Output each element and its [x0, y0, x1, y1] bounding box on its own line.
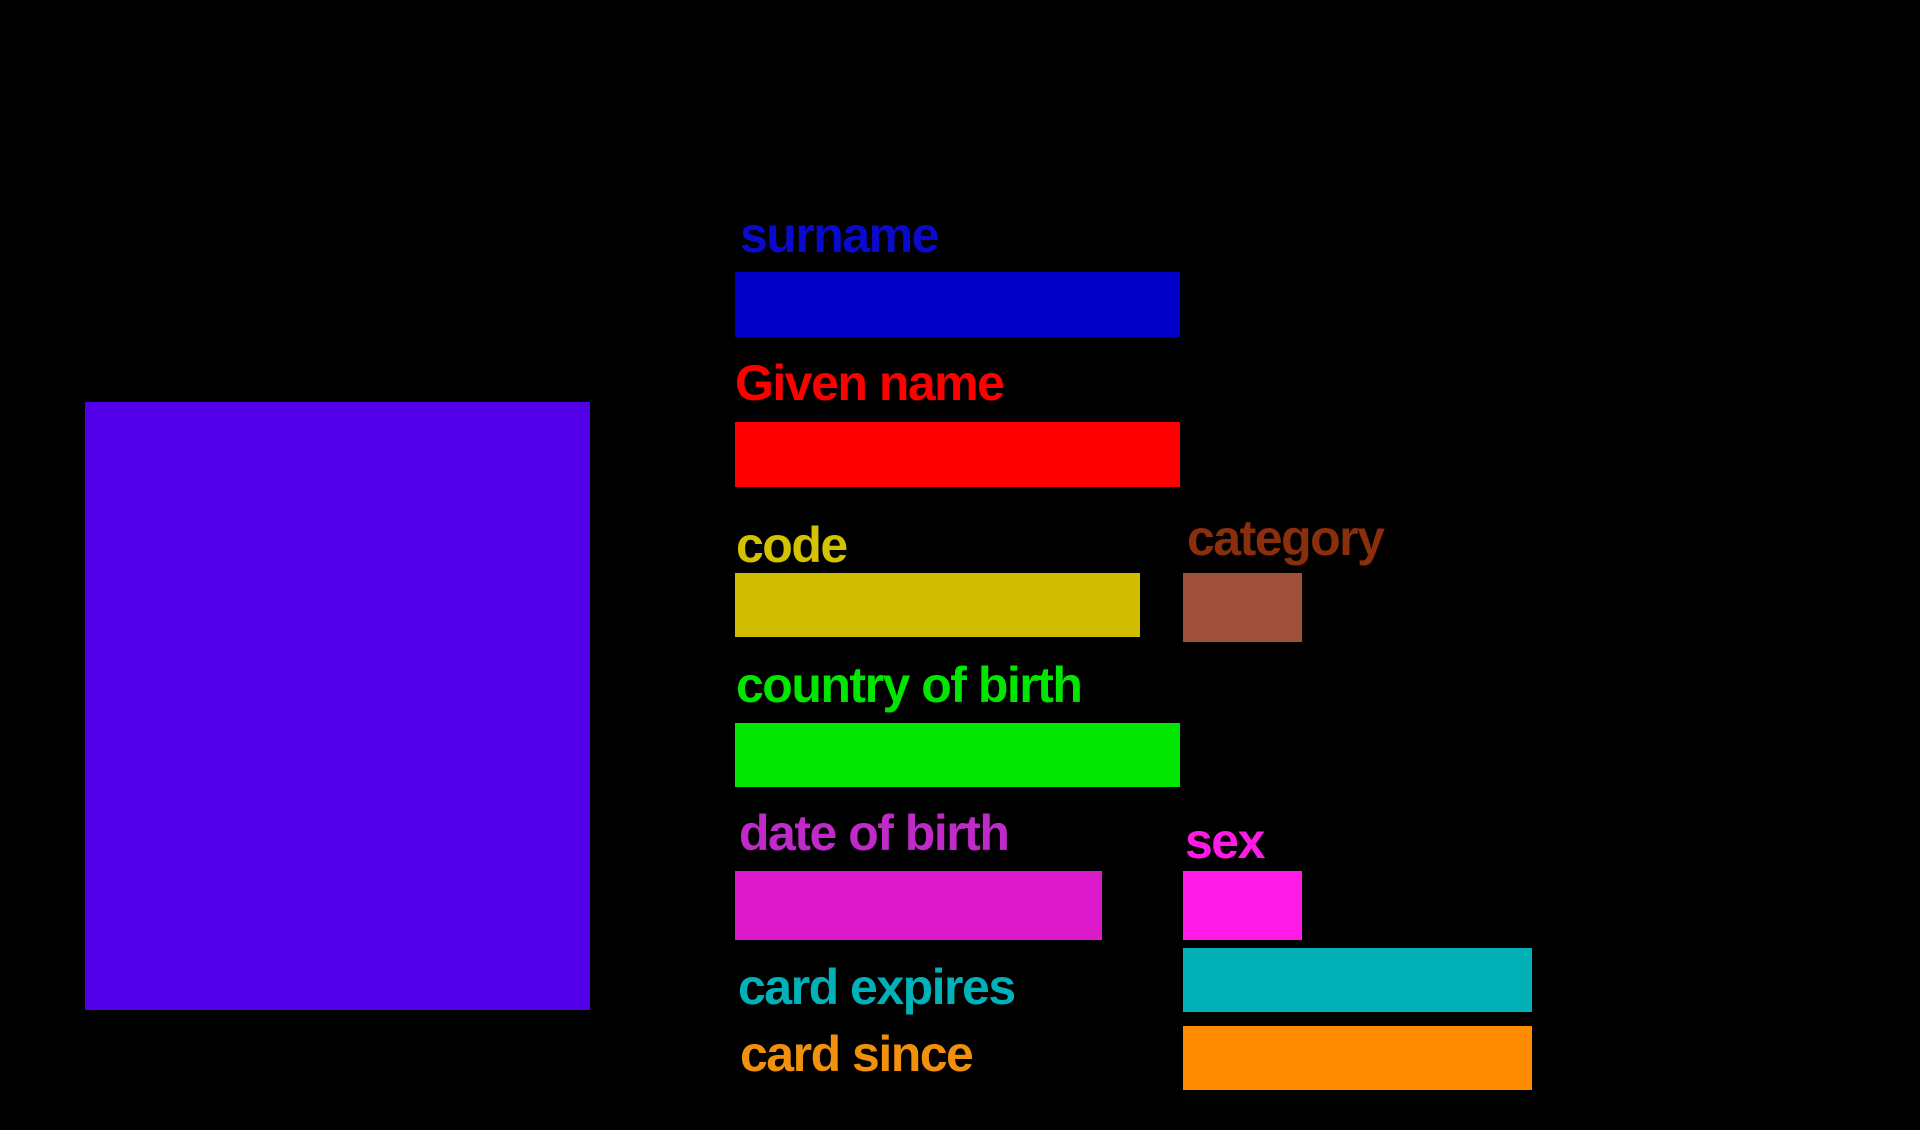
date-of-birth-field: [735, 871, 1102, 940]
date-of-birth-label: date of birth: [739, 805, 1010, 861]
surname-field: [735, 272, 1180, 337]
sex-label: sex: [1185, 813, 1265, 869]
card-expires-field: [1183, 948, 1532, 1012]
country-of-birth-label: country of birth: [736, 657, 1083, 713]
category-label: category: [1187, 510, 1385, 566]
country-of-birth-field: [735, 723, 1180, 787]
surname-label: surname: [740, 207, 939, 263]
given-name-label: Given name: [735, 355, 1005, 411]
code-field: [735, 573, 1140, 637]
card-since-field: [1183, 1026, 1532, 1090]
category-field: [1183, 573, 1302, 642]
card-since-label: card since: [740, 1026, 974, 1082]
card-expires-label: card expires: [738, 959, 1016, 1015]
sex-field: [1183, 871, 1302, 940]
given-name-field: [735, 422, 1180, 487]
code-label: code: [736, 517, 848, 573]
photo-region: [85, 402, 590, 1010]
